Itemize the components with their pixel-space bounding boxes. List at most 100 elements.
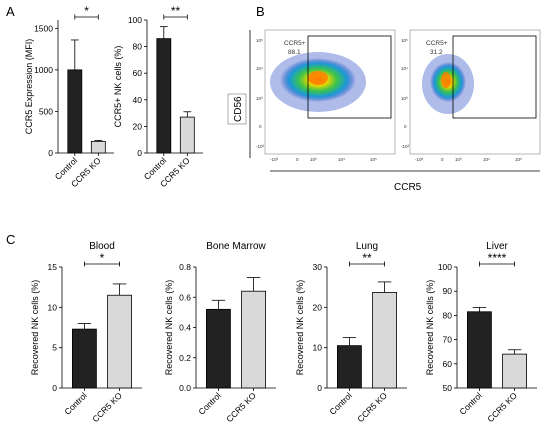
y-tick-label: 80	[443, 310, 453, 320]
x-tick: 0	[441, 157, 444, 162]
chart-3: 0 5 10 15 Recovered NK cells (%) Blood Control…	[30, 241, 142, 424]
y-tick: 0	[404, 124, 407, 129]
chart-title: Lung	[356, 241, 378, 252]
flow-x-axis-label: CCR5	[394, 182, 422, 193]
x-tick-label: Control	[196, 390, 223, 417]
bar-control	[205, 308, 231, 389]
y-axis-label: Recovered NK cells (%)	[164, 280, 174, 376]
x-tick-label: Control	[62, 390, 89, 417]
y-tick-label: 1500	[34, 23, 53, 33]
y-tick-label: 100	[438, 262, 452, 272]
y-tick-label: 0.0	[179, 383, 191, 393]
bar-control	[67, 69, 83, 154]
y-tick-label: 0.8	[179, 262, 191, 272]
y-tick-label: 80	[133, 42, 143, 52]
y-tick-label: 15	[48, 262, 58, 272]
bar-control	[72, 328, 97, 389]
x-tick: 10³	[455, 157, 462, 162]
bar-ccr5-ko	[241, 290, 267, 389]
x-tick-label: Control	[457, 390, 484, 417]
flow-plot-frame	[409, 29, 541, 155]
y-tick-label: 0.4	[179, 323, 191, 333]
x-tick: -10³	[415, 157, 424, 162]
y-tick: -10³	[256, 144, 265, 149]
y-tick-label: 20	[133, 121, 143, 131]
y-tick-label: 30	[313, 262, 323, 272]
x-tick-label: CCR5 KO	[224, 390, 258, 424]
x-tick: 10⁵	[370, 157, 377, 162]
flow-x-ticks: -10³ 0 10³ 10⁴ 10⁵	[415, 157, 522, 162]
y-tick-label: 5	[52, 343, 57, 353]
bar-ccr5-ko	[90, 140, 106, 154]
y-tick-label: 40	[133, 95, 143, 105]
y-tick-label: 60	[133, 68, 143, 78]
y-tick-label: 10	[48, 302, 58, 312]
x-tick-label: CCR5 KO	[485, 390, 519, 424]
flow-x-ticks: -10³ 0 10³ 10⁴ 10⁵	[270, 157, 377, 162]
chart-title: Bone Marrow	[206, 241, 266, 252]
bar-control	[156, 38, 172, 154]
significance-label: *	[100, 251, 105, 265]
bar-ccr5-ko	[502, 353, 528, 389]
y-tick-label: 50	[443, 383, 453, 393]
significance-label: **	[362, 251, 372, 265]
x-tick: 0	[296, 157, 299, 162]
flow-cytometry-panel: CD56 CCR5+ 88.1 10⁵ 10⁴ 10³ 0 -10³ -10³ …	[227, 29, 541, 193]
y-tick-label: 0	[52, 383, 57, 393]
flow-y-ticks: 10⁵ 10⁴ 10³ 0 -10³	[401, 38, 410, 149]
bar-control	[466, 311, 492, 389]
flow-plot-1: CCR5+ 88.1 10⁵ 10⁴ 10³ 0 -10³ -10³ 0 10³…	[256, 29, 396, 162]
y-axis-label: CCR5+ NK cells (%)	[113, 46, 123, 128]
significance-label: ****	[488, 251, 507, 265]
y-tick: 10⁵	[256, 38, 263, 43]
flow-plot-2: CCR5+ 31.2 10⁵ 10⁴ 10³ 0 -10³ -10³ 0 10³…	[401, 29, 541, 162]
y-tick-label: 0	[48, 148, 53, 158]
significance-label: **	[171, 4, 181, 18]
y-axis-label: Recovered NK cells (%)	[30, 280, 40, 376]
y-tick: 10³	[401, 96, 408, 101]
x-tick: -10³	[270, 157, 279, 162]
y-tick: 0	[259, 124, 262, 129]
y-tick-label: 0.6	[179, 292, 191, 302]
panel-label-c: C	[6, 232, 15, 247]
y-axis-label: CCR5 Expression (MFI)	[24, 39, 34, 135]
y-tick-label: 90	[443, 286, 453, 296]
significance-label: *	[84, 4, 89, 18]
bar-ccr5-ko	[179, 116, 195, 154]
density-hotspot	[308, 71, 328, 85]
y-tick-label: 1000	[34, 65, 53, 75]
y-tick-label: 0.2	[179, 353, 191, 363]
y-tick-label: 0	[317, 383, 322, 393]
y-tick: -10³	[401, 144, 410, 149]
y-tick: 10⁵	[401, 38, 408, 43]
gate-value: 31.2	[430, 49, 443, 56]
flow-y-axis-label: CD56	[233, 96, 244, 122]
chart-5: 0 10 20 30 Recovered NK cells (%) Lung Control…	[295, 241, 407, 424]
gate-value: 88.1	[288, 49, 301, 56]
chart-title: Liver	[486, 241, 508, 252]
y-tick-label: 20	[313, 302, 323, 312]
flow-y-ticks: 10⁵ 10⁴ 10³ 0 -10³	[256, 38, 265, 149]
x-tick-label: CCR5 KO	[90, 390, 124, 424]
cd56-label-box	[227, 93, 247, 125]
y-tick-label: 0	[137, 148, 142, 158]
x-tick-label: CCR5 KO	[355, 390, 389, 424]
gate-name: CCR5+	[426, 40, 448, 47]
ccr5-gate	[452, 35, 537, 119]
panel-label-b: B	[256, 4, 265, 19]
bar-ccr5-ko	[372, 292, 398, 389]
y-tick-label: 60	[443, 359, 453, 369]
bar-ccr5-ko	[107, 294, 132, 389]
x-tick: 10⁴	[483, 157, 490, 162]
y-tick: 10³	[256, 96, 263, 101]
y-axis-label: Recovered NK cells (%)	[295, 280, 305, 376]
y-tick: 10⁴	[256, 66, 263, 71]
y-tick-label: 10	[313, 343, 323, 353]
x-tick: 10⁵	[515, 157, 522, 162]
y-tick-label: 70	[443, 335, 453, 345]
ccr5-gate	[307, 35, 392, 119]
